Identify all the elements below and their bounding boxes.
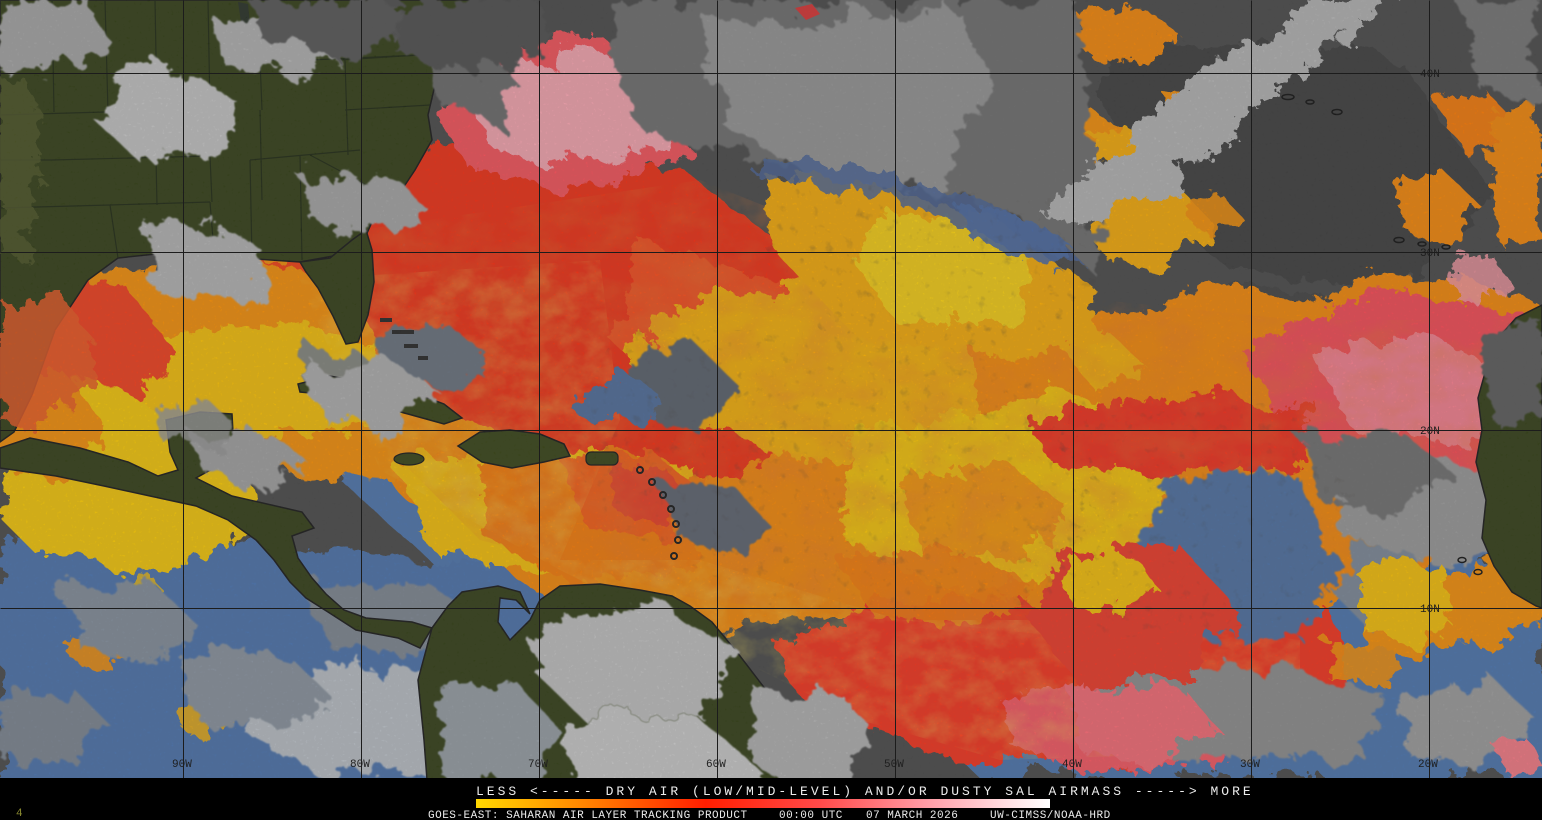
svg-text:40W: 40W [1062,759,1082,771]
svg-text:70W: 70W [528,759,548,771]
svg-text:30W: 30W [1240,759,1260,771]
svg-text:UW-CIMSS/NOAA-HRD: UW-CIMSS/NOAA-HRD [990,810,1111,820]
svg-text:30N: 30N [1420,248,1440,260]
svg-text:20N: 20N [1420,426,1440,438]
svg-text:GOES-EAST: SAHARAN AIR LAYER T: GOES-EAST: SAHARAN AIR LAYER TRACKING PR… [428,810,748,820]
svg-text:60W: 60W [706,759,726,771]
svg-text:90W: 90W [172,759,192,771]
svg-text:20W: 20W [1418,759,1438,771]
svg-text:50W: 50W [884,759,904,771]
svg-text:LESS <----- DRY AIR (LOW/MID-L: LESS <----- DRY AIR (LOW/MID-LEVEL) AND/… [476,784,1254,799]
svg-text:40N: 40N [1420,69,1440,81]
svg-text:10N: 10N [1420,604,1440,616]
svg-text:4: 4 [16,808,23,820]
svg-text:80W: 80W [350,759,370,771]
svg-text:07 MARCH 2026: 07 MARCH 2026 [866,810,958,820]
svg-text:00:00 UTC: 00:00 UTC [779,810,843,820]
